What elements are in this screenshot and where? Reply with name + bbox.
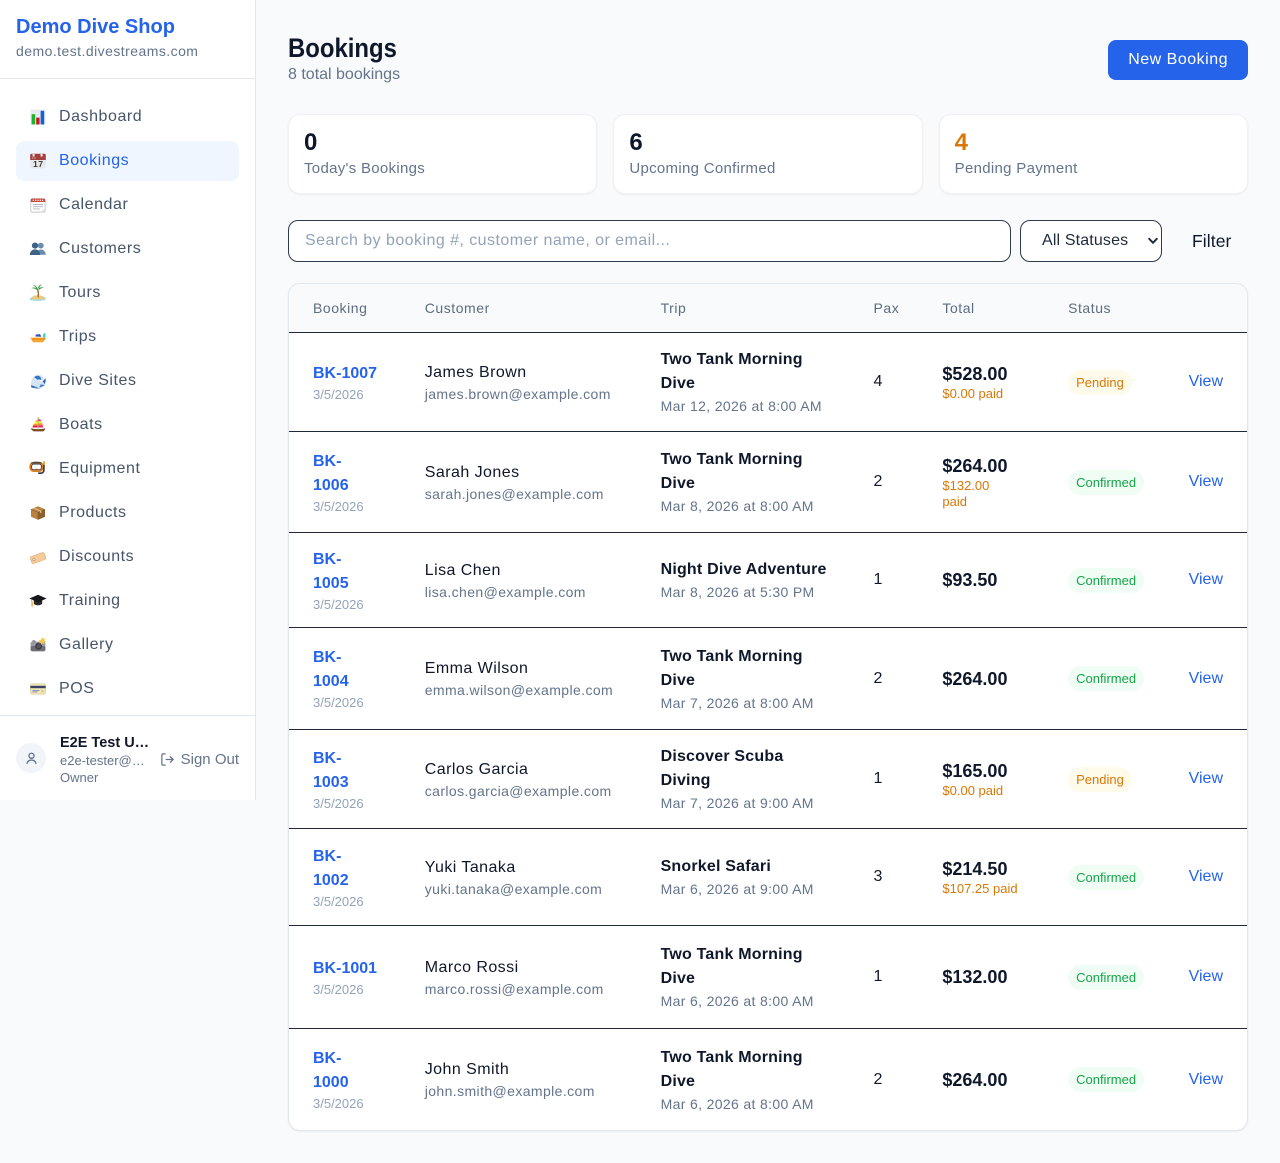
svg-text:17: 17 <box>33 159 44 169</box>
